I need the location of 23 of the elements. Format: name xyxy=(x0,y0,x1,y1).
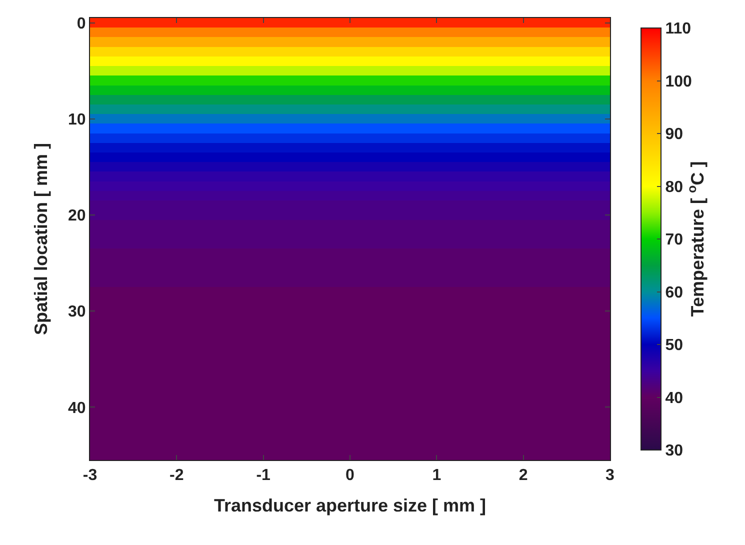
color-bar-label: 80 xyxy=(665,178,684,196)
y-axis-title: Spatial location [ mm ] xyxy=(31,142,52,336)
color-bar-label: 60 xyxy=(665,284,684,302)
x-tick-label: -1 xyxy=(256,467,271,484)
color-bar-label: 70 xyxy=(665,232,684,249)
x-tick-label: -3 xyxy=(82,467,98,484)
color-bar-label: 50 xyxy=(665,337,684,354)
x-tick-label: -2 xyxy=(170,467,184,484)
y-tick-label: 30 xyxy=(68,304,86,321)
y-tick-label: 40 xyxy=(68,400,86,417)
x-tick-label: 1 xyxy=(432,467,442,484)
x-tick-label: 3 xyxy=(606,467,615,484)
color-bar-label: 110 xyxy=(665,20,692,38)
color-bar-label: 30 xyxy=(665,442,684,460)
y-tick-label: 0 xyxy=(76,15,86,32)
y-tick-label: 10 xyxy=(68,111,86,128)
color-bar-label: 40 xyxy=(665,390,684,407)
color-bar-label: 90 xyxy=(665,126,684,144)
x-axis-title: Transducer aperture size [ mm ] xyxy=(214,495,486,516)
y-tick-label: 20 xyxy=(68,208,86,225)
x-tick-label: 0 xyxy=(346,467,355,484)
color-bar-label: 100 xyxy=(665,73,692,90)
x-tick-label: 2 xyxy=(518,467,528,484)
